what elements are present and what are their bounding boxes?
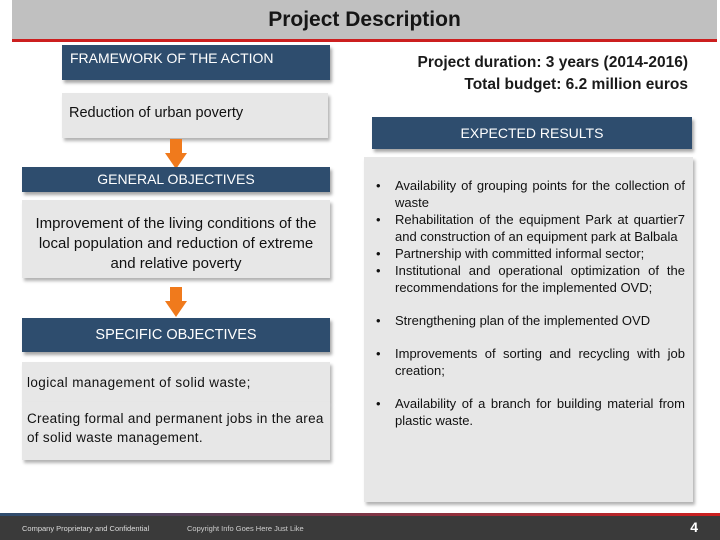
reduction-box: Reduction of urban poverty: [62, 93, 328, 138]
project-info: Project duration: 3 years (2014-2016) To…: [340, 52, 688, 96]
result-item: • Partnership with committed informal sec…: [376, 246, 645, 261]
arrow-down-icon: [165, 139, 187, 169]
expected-results-list: • Availability of grouping points for the…: [364, 157, 693, 502]
page-title: Project Description: [268, 8, 461, 31]
project-budget: Total budget: 6.2 million euros: [464, 76, 688, 93]
title-bar: Project Description: [12, 0, 717, 42]
result-item: • Improvements of sorting and recycling w…: [376, 346, 685, 378]
expected-results-header: EXPECTED RESULTS: [372, 117, 692, 149]
general-objectives-header: GENERAL OBJECTIVES: [22, 167, 330, 192]
footer: Company Proprietary and Confidential Cop…: [0, 513, 720, 540]
result-item: • Institutional and operational optimizat…: [376, 263, 685, 295]
project-duration: Project duration: 3 years (2014-2016): [417, 54, 688, 71]
footer-proprietary: Company Proprietary and Confidential: [22, 524, 150, 533]
framework-box: FRAMEWORK OF THE ACTION: [62, 45, 330, 80]
footer-copyright: Copyright Info Goes Here Just Like: [187, 524, 304, 533]
result-item: • Availability of grouping points for the…: [376, 178, 685, 210]
result-item: • Rehabilitation of the equipment Park at…: [376, 212, 685, 244]
result-item: • Availability of a branch for building m…: [376, 396, 685, 428]
page-number: 4: [690, 519, 698, 535]
improvement-box: Improvement of the living conditions of …: [22, 200, 330, 278]
specific-objectives-header: SPECIFIC OBJECTIVES: [22, 318, 330, 352]
arrow-down-icon: [165, 287, 187, 317]
result-item: • Strengthening plan of the implemented O…: [376, 313, 651, 328]
specific-objective-item: Creating formal and permanent jobs in th…: [22, 402, 330, 460]
footer-stripe: [0, 513, 720, 516]
specific-objective-item: logical management of solid waste;: [22, 362, 330, 402]
